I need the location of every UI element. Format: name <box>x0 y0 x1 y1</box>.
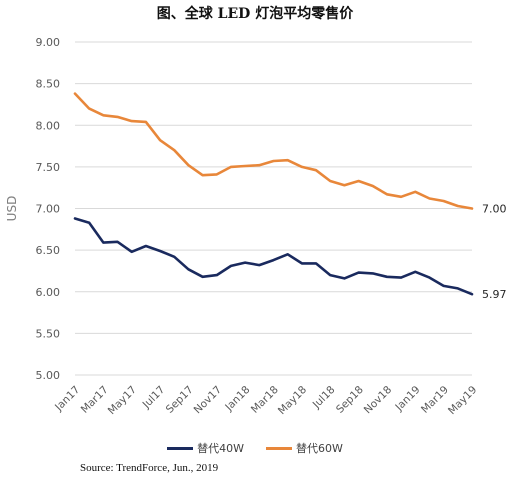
y-tick-label: 7.00 <box>36 203 61 216</box>
series-line-1 <box>73 217 474 296</box>
x-tick-label: Nov18 <box>362 384 394 416</box>
x-tick-label: Mar17 <box>79 384 111 416</box>
legend-item-series-1: 替代40W <box>167 440 244 456</box>
source-note: Source: TrendForce, Jun., 2019 <box>80 462 219 474</box>
x-tick-label: Mar19 <box>419 384 451 416</box>
y-tick-label: 8.00 <box>36 119 61 132</box>
y-tick-label: 5.50 <box>36 327 61 340</box>
x-tick-label: Sep17 <box>164 384 196 416</box>
x-tick-label: Nov17 <box>192 384 224 416</box>
chart-title: 图、全球 LED 灯泡平均零售价 <box>156 6 354 22</box>
y-tick-label: 5.00 <box>36 369 61 382</box>
legend-label-series-1: 替代40W <box>197 442 244 455</box>
legend-item-series-2: 替代60W <box>266 440 343 456</box>
y-tick-label: 6.00 <box>36 286 61 299</box>
y-tick-label: 7.50 <box>36 161 61 174</box>
x-tick-label: May19 <box>446 384 479 417</box>
y-tick-label: 8.50 <box>36 78 61 91</box>
y-tick-label: 9.00 <box>36 36 61 49</box>
legend-swatch-series-1 <box>167 446 194 450</box>
x-tick-label: Jan18 <box>222 384 252 414</box>
x-tick-label: May18 <box>276 384 309 417</box>
end-value-label-series-1: 5.97 <box>482 288 507 301</box>
legend-swatch-series-2 <box>266 446 292 450</box>
x-tick-label: Mar18 <box>249 384 281 416</box>
x-tick-label: Jan19 <box>393 384 423 414</box>
legend-label-series-2: 替代60W <box>296 442 343 455</box>
y-tick-label: 6.50 <box>36 244 61 257</box>
end-value-label-series-2: 7.00 <box>482 203 507 216</box>
series-line-2 <box>73 92 474 210</box>
y-axis-title: USD <box>5 196 19 222</box>
legend: 替代40W 替代60W <box>0 440 510 456</box>
x-tick-label: Sep18 <box>334 384 366 416</box>
x-tick-label: May17 <box>106 384 139 417</box>
x-tick-label: Jan17 <box>52 384 82 414</box>
